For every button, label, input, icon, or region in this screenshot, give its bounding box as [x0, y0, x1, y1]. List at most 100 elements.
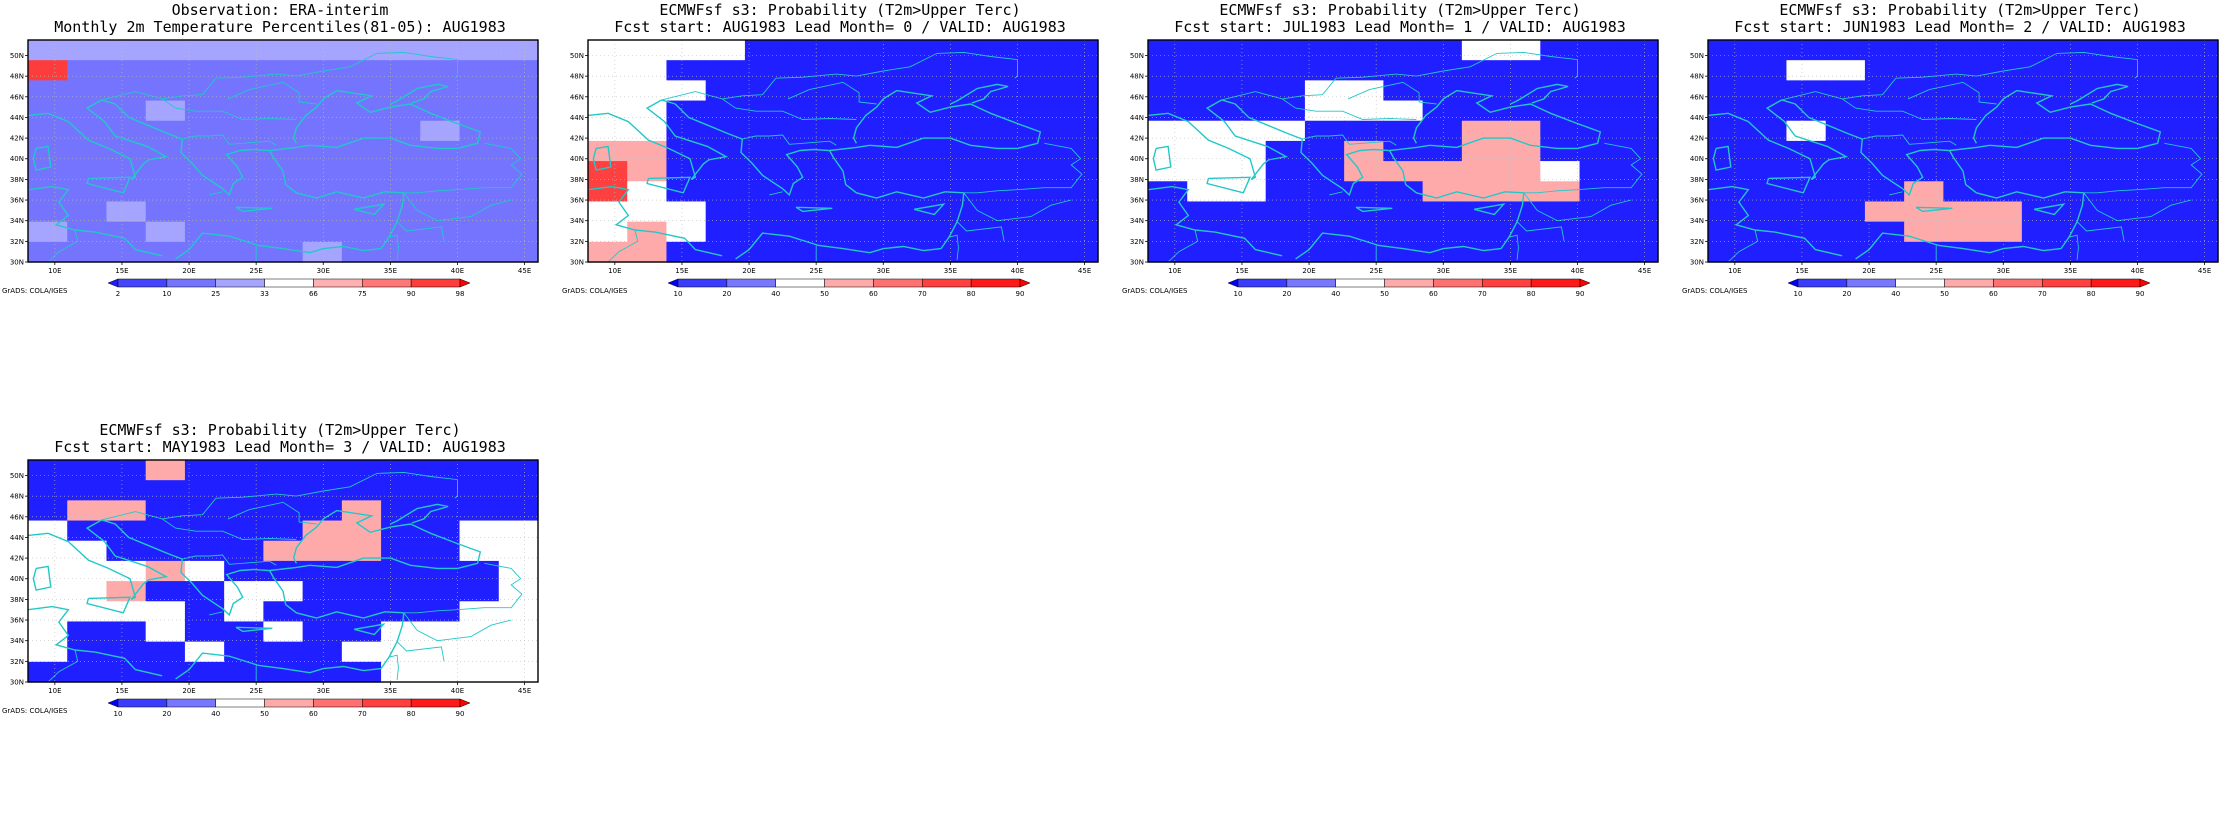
grid-cell — [381, 560, 421, 582]
colorbar-segment — [726, 278, 776, 288]
coastline — [588, 185, 723, 257]
grid-cell — [224, 540, 264, 562]
credit-label: GrADS: COLA/IGES — [562, 287, 628, 295]
y-tick-label: 30N — [570, 259, 584, 267]
border-line — [1329, 191, 1343, 196]
grid-cell — [1540, 100, 1581, 122]
grid-cell — [459, 581, 500, 602]
grid-cell — [341, 80, 382, 102]
grid-cell — [1501, 181, 1541, 203]
grid-cell — [28, 601, 68, 623]
grid-cell — [145, 100, 186, 122]
grid-cell — [2139, 60, 2180, 81]
grid-cell — [627, 60, 668, 81]
colorbar-label: 10 — [162, 290, 171, 298]
grid-cell — [1904, 100, 1944, 122]
grid-cell — [263, 520, 304, 542]
border-line — [661, 51, 1018, 101]
y-tick-label: 30N — [10, 259, 24, 267]
grid-cell — [341, 601, 382, 623]
grid-cell — [2100, 60, 2141, 81]
y-tick-label: 48N — [570, 73, 584, 81]
grid-cell — [2178, 140, 2219, 162]
grid-cell — [224, 161, 264, 182]
grid-cell — [1618, 60, 1659, 81]
map-plot: 10E 15E 20E 25E 30E 35E 40E 45E 30N 32N 34N 36N 38N 4… — [10, 39, 539, 298]
grid-cell — [980, 140, 1021, 162]
grid-cell — [1982, 40, 2023, 61]
grid-cell — [420, 221, 461, 243]
border-line — [388, 234, 399, 260]
grid-cell — [1019, 241, 1060, 263]
border-line — [1167, 229, 1199, 262]
grid-cell — [106, 60, 147, 81]
y-tick-label: 38N — [570, 176, 584, 184]
grid-cell — [784, 100, 824, 122]
colorbar-segment — [1530, 278, 1581, 288]
grid-cell — [302, 40, 343, 61]
grid-cell — [28, 161, 68, 182]
border-line — [388, 654, 399, 680]
grid-cell — [1383, 181, 1424, 203]
grid-cell — [901, 60, 942, 81]
coastline — [2217, 153, 2218, 155]
grid-cell — [263, 241, 304, 263]
grid-cell — [1579, 181, 1620, 203]
colorbar-label: 40 — [1331, 290, 1340, 298]
grid-cell — [302, 621, 343, 643]
grid-cell — [381, 161, 421, 182]
grid-cell — [28, 140, 68, 162]
grid-cell — [1148, 60, 1188, 81]
grid-cell — [2021, 181, 2062, 203]
border-line — [1281, 98, 1417, 120]
border-line — [227, 501, 317, 525]
grid-cell — [381, 500, 421, 522]
colorbar-segment — [166, 278, 216, 288]
grid-cell — [2021, 120, 2062, 142]
grid-cell — [420, 621, 461, 643]
grid-cell — [263, 221, 304, 243]
grid-cell — [2061, 241, 2101, 263]
coastline — [28, 99, 169, 181]
grid-cell — [980, 60, 1021, 81]
coastline — [1855, 192, 2085, 260]
grid-cell — [2021, 221, 2062, 243]
grid-cell — [1344, 241, 1384, 263]
grid-cell — [1786, 80, 1827, 102]
grid-cell — [145, 181, 186, 203]
grid-cell — [498, 221, 539, 243]
grid-cell — [1579, 241, 1620, 263]
coastline — [1657, 153, 1658, 155]
grid-cell — [1982, 60, 2023, 81]
grid-cell — [263, 480, 304, 501]
grid-cell — [588, 161, 628, 182]
grid-cell — [705, 80, 746, 102]
border-line — [1889, 191, 1903, 196]
grid-cell — [28, 181, 68, 203]
coastline — [175, 192, 405, 260]
grid-cell — [1540, 140, 1581, 162]
grid-cell — [420, 560, 461, 582]
grid-cell — [498, 40, 539, 61]
panel-title-line1: Observation: ERA-interim — [171, 1, 389, 19]
y-tick-label: 42N — [10, 555, 24, 563]
grid-cell — [341, 460, 382, 481]
grid-cell — [1943, 181, 1984, 203]
border-line — [182, 134, 277, 146]
grid-cell — [705, 181, 746, 203]
colorbar-label: 20 — [162, 710, 171, 718]
grid-cell — [1943, 100, 1984, 122]
grid-cell — [1461, 140, 1502, 162]
grid-cell — [1618, 120, 1659, 142]
coastline — [1473, 203, 1506, 216]
y-tick-label: 30N — [1690, 259, 1704, 267]
grid-cell — [263, 181, 304, 203]
y-tick-label: 46N — [1130, 93, 1144, 101]
grid-cell — [627, 120, 668, 142]
grid-cell — [901, 100, 942, 122]
grid-cell — [1579, 100, 1620, 122]
grid-cell — [2061, 100, 2101, 122]
grid-cell — [1058, 201, 1099, 223]
colorbar-label: 80 — [407, 710, 416, 718]
grid-cell — [1904, 140, 1944, 162]
